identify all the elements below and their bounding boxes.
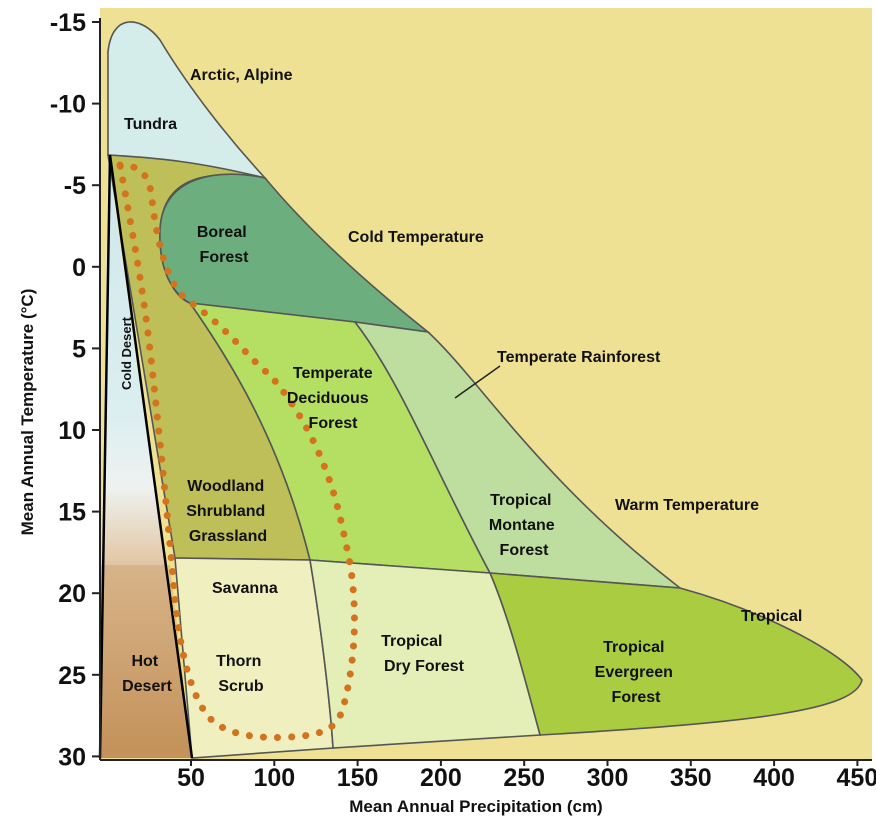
x-tick-label: 350 [670,764,712,792]
hot-desert-region [100,565,192,758]
tropical-evergreen-line-2: Evergreen [595,664,673,681]
woodland-line-1: Woodland [187,478,264,495]
temperate-deciduous-line-3: Forest [309,415,359,432]
boreal-forest-label: Boreal Forest [197,224,251,266]
tropical-evergreen-label: Tropical Evergreen Forest [595,639,678,706]
tropical-dry-line-1: Tropical [381,633,442,650]
y-tick-label: 25 [58,662,86,690]
savanna-label: Savanna [212,580,278,597]
tropical-dry-line-2: Dry Forest [384,658,465,675]
tropical-dry-label: Tropical Dry Forest [381,633,465,675]
dotted-boundary-line [116,161,358,741]
y-tick-label: 30 [58,743,86,771]
thorn-scrub-line-2: Scrub [218,678,264,695]
thorn-scrub-label: Thorn Scrub [216,653,266,695]
x-tick-label: 100 [253,764,295,792]
thorn-scrub-line-1: Thorn [216,653,261,670]
y-axis-title: Mean Annual Temperature (°C) [18,289,37,536]
temperate-rainforest-region [353,320,683,590]
x-tick-label: 400 [753,764,795,792]
hot-desert-line-2: Desert [122,678,172,695]
y-tick-label: 15 [58,499,86,527]
y-tick-label: 10 [58,417,86,445]
boreal-line-2: Forest [200,249,250,266]
x-tick-group: 50 100 150 200 250 300 350 400 450 [177,760,876,792]
hot-desert-line-1: Hot [131,653,158,670]
tropical-montane-line-3: Forest [500,542,550,559]
y-tick-label: -15 [50,9,86,37]
tropical-evergreen-line-1: Tropical [603,639,664,656]
hot-desert-label: Hot Desert [122,653,172,695]
y-tick-label: 0 [72,254,86,282]
tropical-montane-line-1: Tropical [490,492,551,509]
warm-temperature-label: Warm Temperature [615,497,759,514]
y-tick-label: 20 [58,580,86,608]
temperate-deciduous-label: Temperate Deciduous Forest [287,365,377,432]
temperate-rainforest-pointer [454,365,501,399]
woodland-line-3: Grassland [189,528,267,545]
temperate-rainforest-label: Temperate Rainforest [497,349,661,366]
x-tick-label: 150 [337,764,379,792]
tundra-label: Tundra [124,116,177,133]
x-tick-label: 200 [420,764,462,792]
y-tick-label: -10 [50,91,86,119]
tropical-dry-region [309,559,542,749]
x-axis-title: Mean Annual Precipitation (cm) [349,797,602,816]
y-tick-label: -5 [64,172,86,200]
cold-temperature-label: Cold Temperature [348,229,484,246]
temperate-deciduous-line-1: Temperate [293,365,373,382]
boreal-forest-region [159,173,431,334]
temperate-deciduous-line-2: Deciduous [287,390,369,407]
woodland-label: Woodland Shrubland Grassland [186,478,270,545]
desert-boundary-line [98,154,194,759]
tropical-montane-label: Tropical Montane Forest [489,492,559,559]
x-tick-label: 300 [587,764,629,792]
x-tick-label: 450 [837,764,876,792]
y-tick-label: 5 [72,335,86,363]
cold-desert-label: Cold Desert [119,316,134,390]
tropical-montane-line-2: Montane [489,517,555,534]
x-tick-label: 250 [503,764,545,792]
x-tick-label: 50 [177,764,205,792]
arctic-alpine-label: Arctic, Alpine [190,67,293,84]
woodland-line-2: Shrubland [186,503,265,520]
cold-desert-region [100,155,192,758]
tropical-evergreen-line-3: Forest [612,689,662,706]
boreal-line-1: Boreal [197,224,247,241]
y-tick-group: -15 -10 -5 0 5 10 15 20 25 30 [50,9,100,771]
tropical-label: Tropical [741,608,802,625]
